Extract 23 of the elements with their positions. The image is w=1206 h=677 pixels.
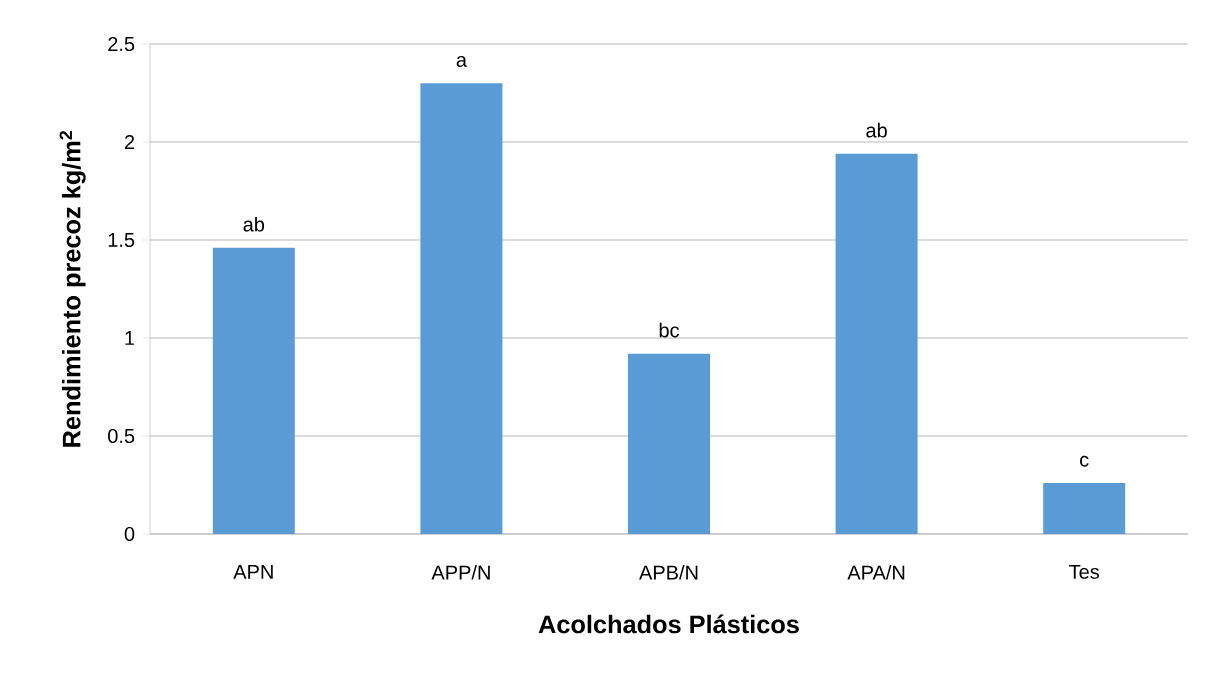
bar (628, 353, 711, 534)
x-tick-label: APB/N (639, 564, 698, 580)
x-tick-label: APN (233, 564, 273, 579)
y-tick-label: 1.5 (108, 233, 135, 247)
annotation: ab (243, 216, 265, 232)
x-tick-label: APP/N (431, 564, 490, 580)
annotation: ab (866, 122, 887, 138)
bar (212, 247, 295, 534)
annotation: a (456, 55, 467, 67)
x-tick-label: APA/N (847, 564, 905, 580)
y-axis-title: Rendimiento precoz kg/m$^{2}$ (59, 130, 86, 447)
x-tick-label: Tes (1069, 564, 1100, 579)
annotation: c (1080, 455, 1089, 467)
y-tick-label: 2.5 (108, 36, 135, 52)
bar (420, 83, 503, 534)
bar (1043, 483, 1126, 534)
annotation: bc (659, 322, 680, 338)
y-tick-label: 2 (124, 135, 135, 149)
x-axis-title: Acolchados Plásticos (538, 614, 799, 634)
y-tick-label: 0 (124, 526, 135, 542)
y-tick-label: 0.5 (108, 428, 135, 444)
bar (835, 153, 918, 534)
y-tick-label: 1 (125, 331, 135, 345)
